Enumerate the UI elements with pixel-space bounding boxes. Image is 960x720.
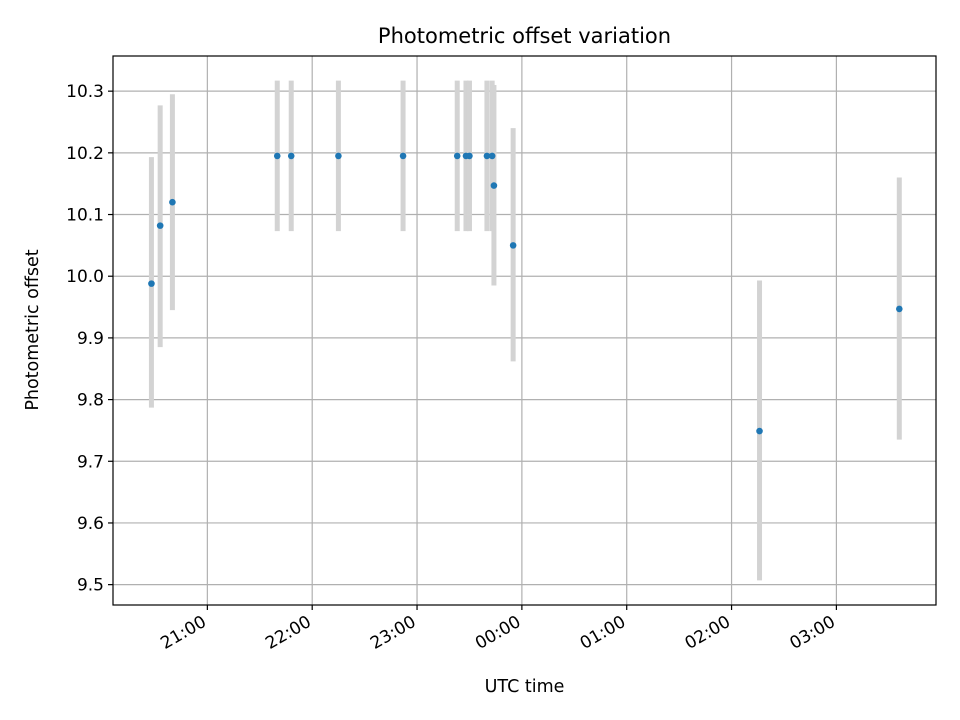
y-tick-label: 10.1 [66, 206, 104, 226]
chart-title: Photometric offset variation [378, 24, 671, 48]
data-points [148, 152, 903, 435]
data-point [483, 152, 491, 160]
y-tick-label: 10.0 [66, 267, 104, 287]
data-point [156, 222, 164, 229]
y-tick-label: 9.9 [77, 329, 104, 349]
y-axis-ticks: 9.5 9.6 9.7 9.8 9.9 10.0 10.1 10.2 10.3 [66, 82, 113, 596]
y-tick-label: 9.6 [77, 514, 104, 534]
data-point [148, 280, 155, 287]
data-point [896, 305, 903, 313]
y-tick-label: 9.7 [77, 452, 104, 472]
data-point [488, 152, 496, 160]
data-point [490, 182, 498, 189]
y-axis-label: Photometric offset [23, 249, 43, 410]
data-point [399, 152, 407, 160]
x-axis-label: UTC time [485, 677, 565, 697]
y-tick-label: 9.5 [77, 576, 104, 596]
data-point [466, 152, 473, 160]
y-tick-label: 10.3 [66, 82, 104, 102]
data-point [273, 152, 281, 160]
data-point [335, 152, 342, 160]
grid [113, 56, 936, 605]
data-point [169, 198, 176, 206]
data-point [756, 427, 763, 435]
y-tick-label: 9.8 [77, 391, 104, 411]
data-point [287, 152, 295, 160]
y-tick-label: 10.2 [66, 144, 104, 164]
data-point [509, 242, 517, 249]
data-point [453, 152, 461, 160]
plot-frame [112, 55, 937, 606]
